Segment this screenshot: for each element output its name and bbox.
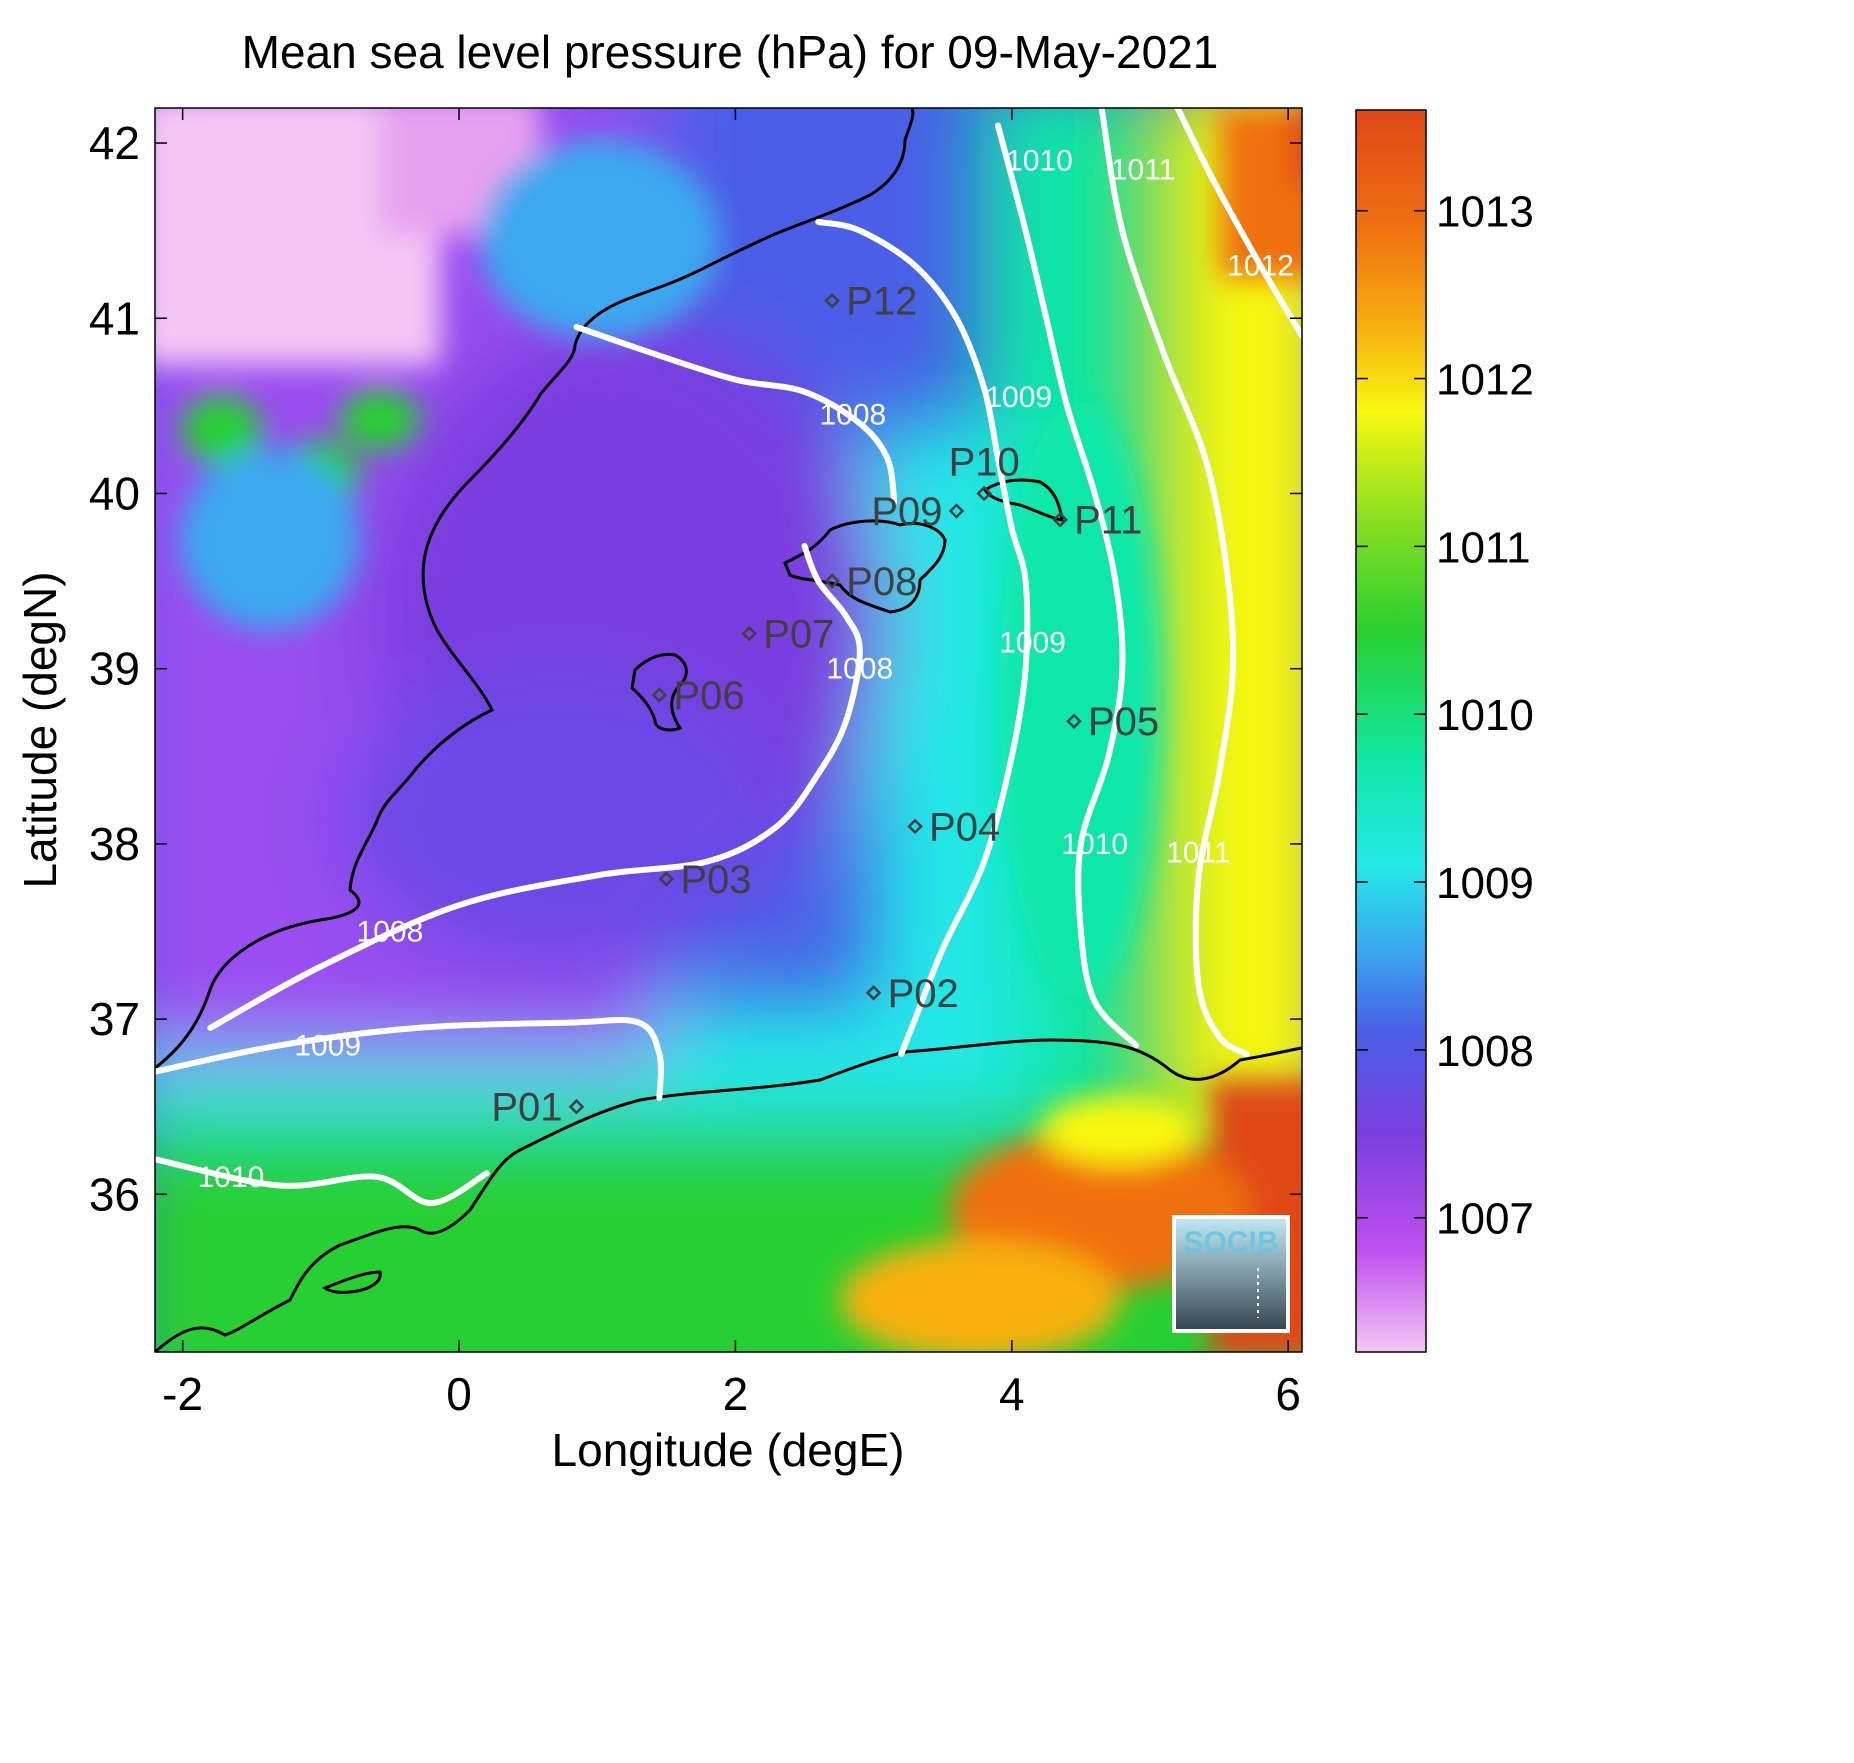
chart-title: Mean sea level pressure (hPa) for 09-May… [242, 26, 1219, 78]
station-marker [865, 985, 882, 1001]
colorbar: 1007 1008 1009 1010 1011 1012 1013 [1355, 109, 1534, 1353]
contour-label: 1008 [826, 653, 893, 686]
pressure-field [155, 108, 1302, 1352]
y-tick-label: 42 [89, 117, 140, 169]
station-label: P11 [1074, 499, 1142, 543]
station-label: P06 [673, 674, 744, 718]
contour-label: 1010 [1061, 828, 1128, 861]
contour-label: 1011 [1111, 153, 1176, 186]
contour-label: 1009 [294, 1029, 361, 1062]
contour-line-1008 [573, 324, 898, 506]
x-tick-label: 4 [999, 1368, 1025, 1420]
colorbar-tick-label: 1008 [1436, 1027, 1534, 1076]
station-marker [1066, 713, 1082, 730]
y-tick-label: 36 [89, 1168, 140, 1220]
x-tick-label: 2 [723, 1368, 749, 1420]
station-marker [907, 818, 923, 835]
station-marker [568, 1098, 585, 1115]
contour-line-1010 [995, 122, 1140, 1049]
colorbar-ticks: 1007 1008 1009 1010 1011 1012 1013 [1356, 188, 1534, 1244]
contour-label: 1008 [819, 399, 886, 432]
y-tick-label: 41 [89, 292, 140, 344]
contour-label: 1011 [1166, 837, 1231, 870]
x-tick-label: -2 [162, 1368, 203, 1420]
y-axis-label: Latitude (degN) [14, 571, 66, 888]
station-label: P01 [491, 1086, 562, 1130]
contour-label: 1009 [985, 381, 1052, 414]
colorbar-tick-label: 1013 [1436, 188, 1534, 237]
colorbar-tick-label: 1009 [1436, 859, 1534, 908]
colorbar-tick-label: 1007 [1436, 1195, 1534, 1244]
station-marker [824, 292, 840, 309]
contour-label: 1009 [999, 626, 1066, 659]
station-label: P12 [846, 280, 917, 324]
station-label: P02 [888, 972, 959, 1016]
colorbar-tick-label: 1010 [1436, 691, 1534, 740]
station-label: P08 [846, 560, 917, 604]
x-tick-label: 0 [446, 1368, 472, 1420]
contour-layer: 1008 1008 1008 1009 1009 1009 1010 1010 1010 1011… [152, 105, 1305, 1207]
contour-line-1011 [1098, 105, 1250, 1058]
colorbar-tick-label: 1011 [1436, 523, 1531, 572]
station-marker [976, 485, 992, 502]
y-tick-label: 40 [89, 467, 140, 519]
colorbar-bar [1355, 109, 1427, 1353]
station-label: P09 [871, 490, 942, 534]
contour-line-1010 [152, 1156, 490, 1207]
contour-line-1009 [152, 1017, 664, 1101]
x-axis: -2 0 2 4 6 [162, 108, 1301, 1420]
contour-label: 1010 [1006, 145, 1073, 178]
station-label: P04 [929, 805, 1000, 849]
contour-label: 1008 [357, 915, 424, 948]
station-marker [658, 871, 675, 887]
x-tick-label: 6 [1275, 1368, 1301, 1420]
y-tick-label: 37 [89, 993, 140, 1045]
station-marker [1052, 511, 1068, 528]
station-marker [824, 573, 840, 589]
station-marker [741, 625, 757, 642]
contour-line-1008 [207, 543, 863, 1031]
contour-label: 1010 [198, 1161, 265, 1194]
map-frame [154, 107, 1303, 1353]
colorbar-tick-label: 1012 [1436, 356, 1534, 405]
station-label: P07 [763, 613, 834, 657]
logo-text: SOCIB [1183, 1226, 1278, 1259]
station-label: P05 [1088, 700, 1159, 744]
y-axis: 36 37 38 39 40 41 42 [89, 117, 1302, 1220]
contour-label: 1012 [1227, 250, 1294, 283]
contour-line-1009 [815, 218, 1031, 1058]
station-marker [651, 687, 668, 703]
coastline [155, 108, 1302, 1352]
socib-logo: SOCIB [1172, 1215, 1290, 1333]
station-label: P03 [680, 858, 751, 902]
y-tick-label: 38 [89, 818, 140, 870]
x-axis-label: Longitude (degE) [552, 1424, 905, 1476]
contour-line-1012 [1174, 105, 1305, 339]
y-tick-label: 39 [89, 643, 140, 695]
station-label: P10 [949, 440, 1020, 484]
station-marker [948, 503, 965, 519]
